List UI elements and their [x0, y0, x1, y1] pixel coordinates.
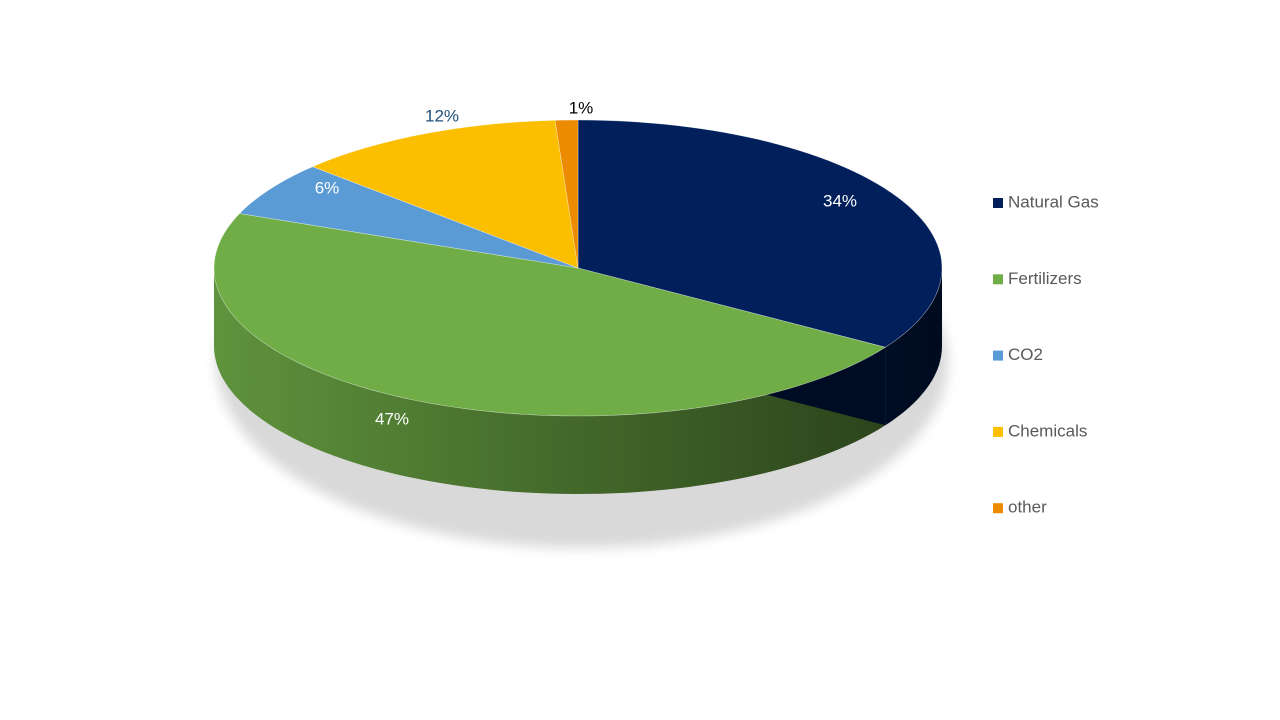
legend-swatch — [993, 350, 1003, 361]
legend-label: Natural Gas — [1008, 192, 1099, 211]
slice-side — [214, 268, 886, 494]
legend-swatch — [993, 503, 1003, 514]
data-label: 34% — [823, 191, 857, 210]
legend-label: Fertilizers — [1008, 269, 1082, 288]
slice — [213, 213, 887, 417]
legend-swatch — [993, 274, 1003, 285]
legend-label: CO2 — [1008, 345, 1043, 364]
data-label: 47% — [375, 409, 409, 428]
slice — [311, 119, 579, 269]
data-label: 1% — [569, 98, 594, 117]
slice — [238, 166, 579, 269]
data-label: 6% — [315, 178, 340, 197]
data-label: 12% — [425, 106, 459, 125]
slice-side — [885, 268, 942, 426]
slice — [554, 119, 579, 269]
legend-swatch — [993, 426, 1003, 437]
legend-label: other — [1008, 498, 1047, 517]
slice — [577, 119, 943, 348]
legend-swatch — [993, 198, 1003, 208]
legend-label: Chemicals — [1008, 421, 1087, 440]
